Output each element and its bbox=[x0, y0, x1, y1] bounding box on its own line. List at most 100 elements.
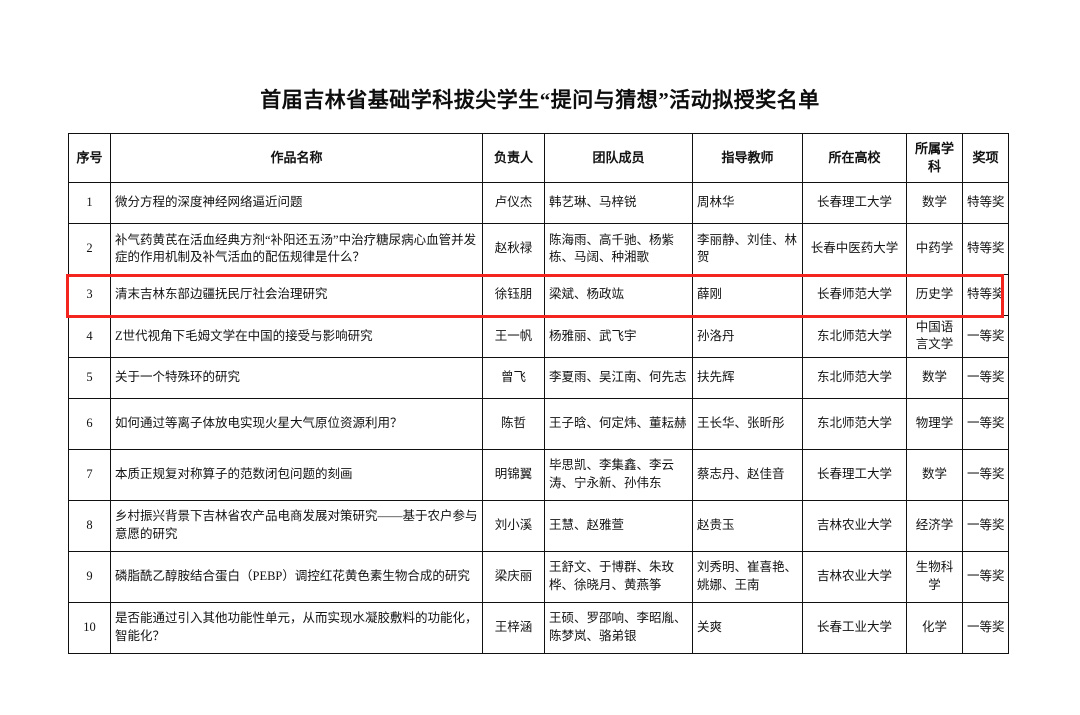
cell-leader: 曾飞 bbox=[482, 356, 545, 399]
cell-title: 补气药黄芪在活血经典方剂“补阳还五汤”中治疗糖尿病心血管并发症的作用机制及补气活… bbox=[110, 223, 483, 275]
cell-teacher: 李丽静、刘佳、林贺 bbox=[692, 223, 803, 275]
cell-school: 吉林农业大学 bbox=[802, 499, 907, 552]
cell-team: 梁斌、杨政竑 bbox=[544, 274, 693, 316]
cell-teacher: 蔡志丹、赵佳音 bbox=[692, 448, 803, 501]
cell-subject: 物理学 bbox=[906, 397, 963, 450]
award-table-container: 序号 作品名称 负责人 团队成员 指导教师 所在高校 所属学科 奖项 1 微分方… bbox=[68, 133, 1009, 654]
cell-index: 4 bbox=[68, 315, 111, 358]
cell-award: 一等奖 bbox=[962, 448, 1009, 501]
column-header-team: 团队成员 bbox=[544, 133, 693, 183]
column-header-teacher: 指导教师 bbox=[692, 133, 803, 183]
cell-teacher: 刘秀明、崔喜艳、姚娜、王南 bbox=[692, 550, 803, 603]
cell-school: 长春师范大学 bbox=[802, 274, 907, 316]
cell-title: 关于一个特殊环的研究 bbox=[110, 356, 483, 399]
table-row: 4 Z世代视角下毛姆文学在中国的接受与影响研究 王一帆 杨雅丽、武飞宇 孙洛丹 … bbox=[68, 315, 1009, 358]
table-row: 8 乡村振兴背景下吉林省农产品电商发展对策研究——基于农户参与意愿的研究 刘小溪… bbox=[68, 499, 1009, 552]
cell-subject: 数学 bbox=[906, 448, 963, 501]
cell-teacher: 薛刚 bbox=[692, 274, 803, 316]
cell-leader: 王一帆 bbox=[482, 315, 545, 358]
cell-subject: 历史学 bbox=[906, 274, 963, 316]
cell-subject: 化学 bbox=[906, 601, 963, 654]
cell-index: 1 bbox=[68, 182, 111, 224]
table-row: 6 如何通过等离子体放电实现火星大气原位资源利用？ 陈哲 王子晗、何定炜、董耘赫… bbox=[68, 397, 1009, 450]
cell-leader: 徐钰朋 bbox=[482, 274, 545, 316]
table-row-highlighted: 3 清末吉林东部边疆抚民厅社会治理研究 徐钰朋 梁斌、杨政竑 薛刚 长春师范大学… bbox=[68, 274, 1009, 316]
cell-index: 2 bbox=[68, 223, 111, 275]
cell-team: 王子晗、何定炜、董耘赫 bbox=[544, 397, 693, 450]
cell-school: 长春理工大学 bbox=[802, 448, 907, 501]
cell-teacher: 赵贵玉 bbox=[692, 499, 803, 552]
cell-award: 一等奖 bbox=[962, 601, 1009, 654]
cell-index: 6 bbox=[68, 397, 111, 450]
cell-team: 王舒文、于博群、朱玫桦、徐晓月、黄燕筝 bbox=[544, 550, 693, 603]
column-header-title: 作品名称 bbox=[110, 133, 483, 183]
column-header-index: 序号 bbox=[68, 133, 111, 183]
column-header-school: 所在高校 bbox=[802, 133, 907, 183]
table-row: 7 本质正规复对称算子的范数闭包问题的刻画 明锦翼 毕思凯、李集鑫、李云涛、宁永… bbox=[68, 448, 1009, 501]
column-header-subject: 所属学科 bbox=[906, 133, 963, 183]
column-header-leader: 负责人 bbox=[482, 133, 545, 183]
cell-team: 韩艺琳、马梓锐 bbox=[544, 182, 693, 224]
cell-subject: 生物科学 bbox=[906, 550, 963, 603]
table-row: 2 补气药黄芪在活血经典方剂“补阳还五汤”中治疗糖尿病心血管并发症的作用机制及补… bbox=[68, 223, 1009, 275]
cell-teacher: 王长华、张昕彤 bbox=[692, 397, 803, 450]
cell-team: 李夏雨、吴江南、何先志 bbox=[544, 356, 693, 399]
table-row: 10 是否能通过引入其他功能性单元，从而实现水凝胶敷料的功能化，智能化？ 王梓涵… bbox=[68, 601, 1009, 654]
cell-award: 一等奖 bbox=[962, 397, 1009, 450]
cell-team: 毕思凯、李集鑫、李云涛、宁永新、孙伟东 bbox=[544, 448, 693, 501]
page-title: 首届吉林省基础学科拔尖学生“提问与猜想”活动拟授奖名单 bbox=[260, 88, 820, 112]
award-table: 序号 作品名称 负责人 团队成员 指导教师 所在高校 所属学科 奖项 1 微分方… bbox=[68, 133, 1009, 654]
cell-title: 微分方程的深度神经网络逼近问题 bbox=[110, 182, 483, 224]
cell-teacher: 孙洛丹 bbox=[692, 315, 803, 358]
cell-index: 9 bbox=[68, 550, 111, 603]
cell-team: 陈海雨、高千驰、杨紫栋、马阔、种湘歌 bbox=[544, 223, 693, 275]
cell-school: 东北师范大学 bbox=[802, 397, 907, 450]
cell-leader: 卢仪杰 bbox=[482, 182, 545, 224]
cell-leader: 梁庆丽 bbox=[482, 550, 545, 603]
table-header: 序号 作品名称 负责人 团队成员 指导教师 所在高校 所属学科 奖项 bbox=[68, 133, 1009, 183]
cell-school: 长春中医药大学 bbox=[802, 223, 907, 275]
cell-title: 乡村振兴背景下吉林省农产品电商发展对策研究——基于农户参与意愿的研究 bbox=[110, 499, 483, 552]
cell-teacher: 扶先辉 bbox=[692, 356, 803, 399]
cell-team: 杨雅丽、武飞宇 bbox=[544, 315, 693, 358]
cell-index: 3 bbox=[68, 274, 111, 316]
cell-leader: 明锦翼 bbox=[482, 448, 545, 501]
cell-school: 长春理工大学 bbox=[802, 182, 907, 224]
cell-title: 如何通过等离子体放电实现火星大气原位资源利用？ bbox=[110, 397, 483, 450]
cell-award: 一等奖 bbox=[962, 315, 1009, 358]
cell-award: 一等奖 bbox=[962, 499, 1009, 552]
table-row: 9 磷脂酰乙醇胺结合蛋白（PEBP）调控红花黄色素生物合成的研究 梁庆丽 王舒文… bbox=[68, 550, 1009, 603]
cell-subject: 中国语言文学 bbox=[906, 315, 963, 358]
cell-award: 一等奖 bbox=[962, 356, 1009, 399]
cell-leader: 陈哲 bbox=[482, 397, 545, 450]
cell-teacher: 关爽 bbox=[692, 601, 803, 654]
cell-index: 7 bbox=[68, 448, 111, 501]
table-row: 1 微分方程的深度神经网络逼近问题 卢仪杰 韩艺琳、马梓锐 周林华 长春理工大学… bbox=[68, 182, 1009, 224]
cell-index: 8 bbox=[68, 499, 111, 552]
cell-index: 10 bbox=[68, 601, 111, 654]
cell-subject: 数学 bbox=[906, 182, 963, 224]
cell-subject: 中药学 bbox=[906, 223, 963, 275]
cell-title: 清末吉林东部边疆抚民厅社会治理研究 bbox=[110, 274, 483, 316]
cell-leader: 赵秋禄 bbox=[482, 223, 545, 275]
cell-school: 东北师范大学 bbox=[802, 356, 907, 399]
cell-subject: 经济学 bbox=[906, 499, 963, 552]
cell-index: 5 bbox=[68, 356, 111, 399]
cell-award: 特等奖 bbox=[962, 223, 1009, 275]
cell-title: 本质正规复对称算子的范数闭包问题的刻画 bbox=[110, 448, 483, 501]
cell-leader: 刘小溪 bbox=[482, 499, 545, 552]
cell-award: 一等奖 bbox=[962, 550, 1009, 603]
cell-school: 东北师范大学 bbox=[802, 315, 907, 358]
column-header-award: 奖项 bbox=[962, 133, 1009, 183]
table-row: 5 关于一个特殊环的研究 曾飞 李夏雨、吴江南、何先志 扶先辉 东北师范大学 数… bbox=[68, 356, 1009, 399]
cell-team: 王慧、赵雅萱 bbox=[544, 499, 693, 552]
cell-school: 长春工业大学 bbox=[802, 601, 907, 654]
cell-teacher: 周林华 bbox=[692, 182, 803, 224]
cell-subject: 数学 bbox=[906, 356, 963, 399]
cell-award: 特等奖 bbox=[962, 182, 1009, 224]
cell-team: 王硕、罗邵响、李昭胤、陈梦岚、骆弟银 bbox=[544, 601, 693, 654]
cell-title: Z世代视角下毛姆文学在中国的接受与影响研究 bbox=[110, 315, 483, 358]
cell-award: 特等奖 bbox=[962, 274, 1009, 316]
table-header-row: 序号 作品名称 负责人 团队成员 指导教师 所在高校 所属学科 奖项 bbox=[68, 133, 1009, 183]
cell-title: 是否能通过引入其他功能性单元，从而实现水凝胶敷料的功能化，智能化？ bbox=[110, 601, 483, 654]
